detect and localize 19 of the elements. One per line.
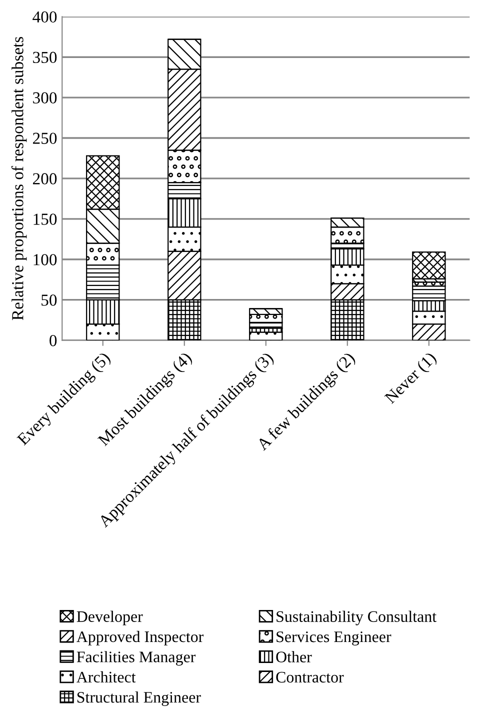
y-tick-label: 250 [32,132,57,144]
legend-label: Architect [76,671,136,683]
y-tick-label: 100 [34,254,57,266]
legend-label: Facilities Manager [76,651,196,666]
legend-label: Sustainability Consultant [276,610,437,626]
legend-label: Contractor [276,672,344,683]
legend-label: Developer [76,610,143,626]
y-tick-label: 400 [32,11,57,23]
legend-label: Other [276,651,312,662]
legend-label: Structural Engineer [77,691,201,706]
y-tick-label: 200 [32,173,57,184]
y-axis-title: Relative proportions of respondent subsets [11,36,27,320]
y-tick-label: 50 [42,294,57,306]
y-tick-label: 0 [50,334,57,346]
y-tick-label: 300 [33,92,57,104]
y-tick-label: 150 [34,214,57,225]
y-tick-label: 350 [33,52,57,64]
legend-label: Approved Inspector [76,630,204,646]
legend-label: Services Engineer [276,631,392,646]
